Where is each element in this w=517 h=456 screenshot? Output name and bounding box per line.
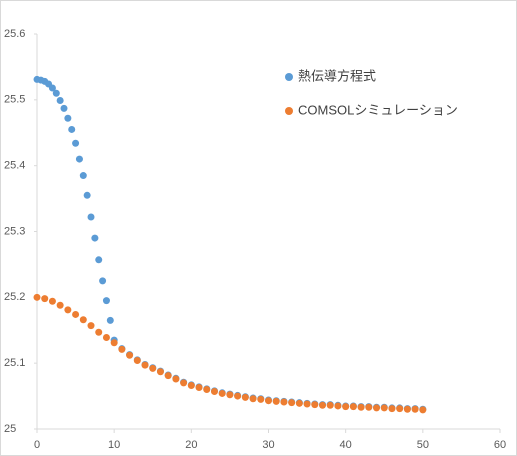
point — [288, 399, 296, 407]
point — [295, 399, 303, 407]
point — [357, 403, 365, 411]
point — [349, 403, 357, 411]
point — [64, 114, 72, 122]
point — [326, 401, 334, 409]
point — [373, 404, 381, 412]
point — [187, 382, 195, 390]
point — [172, 375, 180, 383]
point — [164, 372, 172, 380]
point — [303, 400, 311, 408]
point — [106, 316, 114, 324]
point — [102, 297, 110, 305]
point — [411, 405, 419, 413]
point — [265, 397, 272, 405]
y-tick-label: 25.2 — [4, 291, 25, 303]
point — [102, 333, 110, 341]
point — [83, 191, 91, 199]
point — [156, 368, 164, 376]
point — [257, 395, 265, 403]
point — [118, 345, 126, 353]
point — [87, 322, 95, 330]
point — [234, 392, 242, 400]
point — [180, 379, 188, 387]
point — [141, 361, 149, 369]
point — [95, 328, 103, 336]
point — [41, 295, 49, 303]
point — [396, 405, 404, 413]
point — [419, 406, 427, 414]
point — [126, 351, 134, 359]
x-tick-label: 50 — [417, 439, 429, 451]
point — [95, 256, 103, 264]
point — [195, 384, 203, 392]
point — [48, 84, 56, 92]
point — [33, 293, 41, 301]
x-tick-label: 40 — [340, 439, 352, 451]
point — [60, 104, 68, 112]
x-tick-label: 60 — [494, 439, 506, 451]
point — [218, 389, 226, 397]
point — [75, 155, 83, 163]
point — [79, 316, 87, 324]
y-tick-label: 25.3 — [4, 225, 25, 237]
point — [56, 96, 64, 104]
legend-marker — [285, 107, 293, 115]
point — [133, 357, 141, 365]
point — [110, 339, 118, 347]
point — [72, 139, 80, 147]
point — [334, 402, 342, 410]
point — [48, 297, 56, 305]
point — [56, 301, 64, 309]
point — [226, 391, 234, 399]
point — [91, 234, 99, 242]
x-tick-label: 10 — [108, 439, 120, 451]
point — [52, 89, 60, 97]
legend-marker — [285, 73, 293, 81]
point — [319, 401, 327, 409]
y-tick-label: 25 — [4, 423, 16, 435]
point — [380, 404, 388, 412]
point — [311, 401, 319, 409]
point — [72, 310, 80, 318]
legend-label: 熱伝導方程式 — [298, 68, 376, 83]
point — [210, 387, 218, 395]
point — [99, 277, 107, 285]
point — [365, 403, 373, 411]
point — [203, 386, 211, 393]
y-tick-label: 25.6 — [4, 28, 25, 40]
y-tick-label: 25.4 — [4, 160, 25, 172]
point — [149, 364, 157, 372]
point — [79, 172, 87, 180]
x-tick-label: 30 — [262, 439, 274, 451]
point — [280, 398, 288, 406]
point — [249, 395, 257, 403]
point — [403, 405, 411, 413]
point — [388, 405, 396, 413]
point — [64, 306, 72, 314]
point — [272, 397, 280, 405]
point — [241, 393, 249, 401]
y-tick-label: 25.1 — [4, 357, 25, 369]
point — [342, 403, 350, 411]
point — [87, 213, 95, 221]
y-tick-label: 25.5 — [4, 94, 25, 106]
x-tick-label: 0 — [34, 439, 40, 451]
legend-label: COMSOLシミュレーション — [298, 102, 458, 117]
point — [68, 125, 76, 133]
x-tick-label: 20 — [185, 439, 197, 451]
